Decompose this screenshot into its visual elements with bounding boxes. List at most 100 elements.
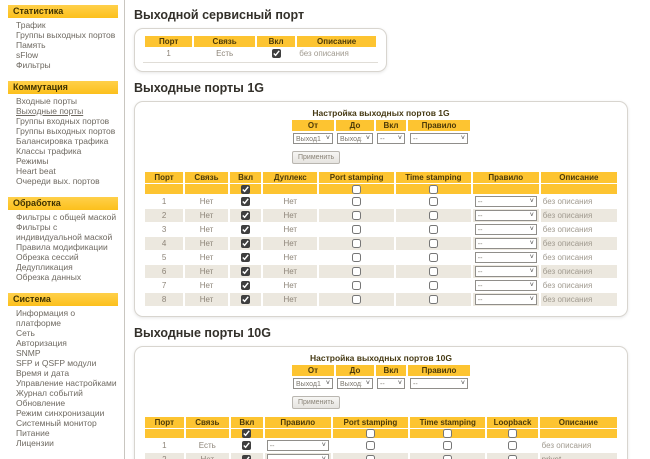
sidebar-item[interactable]: Обрезка данных (16, 272, 82, 282)
ports-1g-title: Выходные порты 1G (134, 81, 264, 96)
sidebar-item[interactable]: Дедупликация (16, 262, 73, 272)
rule-select[interactable]: -- (475, 253, 536, 263)
rule-select[interactable]: -- (475, 281, 536, 291)
port-stamping-checkbox[interactable] (365, 441, 375, 451)
rule-select[interactable]: -- (475, 197, 536, 207)
loopback-checkbox[interactable] (508, 455, 517, 459)
sidebar-item[interactable]: Авторизация (16, 338, 67, 348)
sidebar-item[interactable]: Heart beat (16, 166, 56, 176)
time-stamping-checkbox[interactable] (428, 224, 438, 234)
enable-checkbox[interactable] (242, 455, 252, 459)
rule-select[interactable]: -- (475, 239, 536, 249)
sidebar-item[interactable]: Фильтры с общей маской (16, 212, 117, 222)
enable-all-checkbox[interactable] (241, 184, 251, 194)
time-stamping-checkbox[interactable] (443, 441, 453, 451)
sidebar-item[interactable]: Трафик (16, 20, 46, 30)
sidebar-item[interactable]: Обновление (16, 398, 66, 408)
rule-select[interactable]: -- (475, 295, 536, 305)
sidebar-item[interactable]: Управление настройками (16, 378, 117, 388)
sidebar-item[interactable]: Входные порты (16, 96, 77, 106)
apply-button[interactable]: Применить (292, 151, 341, 165)
cell-port: 1 (162, 441, 167, 451)
time-stamping-all-checkbox[interactable] (428, 184, 438, 194)
sidebar-item[interactable]: sFlow (16, 50, 39, 60)
from-select[interactable]: Выход1 (294, 379, 332, 389)
enable-select[interactable]: -- (378, 135, 404, 145)
cell-link-status: Нет (199, 280, 214, 290)
sidebar-item[interactable]: Сеть (16, 328, 35, 338)
apply-button[interactable]: Применить (292, 395, 341, 409)
port-stamping-checkbox[interactable] (352, 224, 362, 234)
rule-select[interactable]: -- (475, 225, 536, 235)
port-stamping-checkbox[interactable] (352, 266, 362, 276)
rule-select[interactable]: -- (267, 442, 328, 452)
sidebar-item[interactable]: SFP и QSFP модули (16, 358, 97, 368)
sidebar-item[interactable]: Режимы (16, 156, 49, 166)
enable-checkbox[interactable] (241, 196, 251, 206)
sidebar-item[interactable]: Память (16, 40, 46, 50)
time-stamping-checkbox[interactable] (428, 280, 438, 290)
enable-checkbox[interactable] (242, 441, 252, 451)
sidebar-item[interactable]: Группы входных портов (16, 116, 110, 126)
sidebar-item[interactable]: Балансировка трафика (16, 136, 109, 146)
cell-link-status: Нет (199, 224, 214, 234)
rule-select[interactable]: -- (411, 379, 467, 389)
header-row: Порт Связь Вкл Описание (145, 36, 376, 47)
enable-checkbox[interactable] (241, 280, 251, 290)
sidebar-item[interactable]: Системный монитор (16, 418, 97, 428)
port-stamping-checkbox[interactable] (365, 455, 375, 459)
enable-checkbox[interactable] (241, 224, 251, 234)
time-stamping-checkbox[interactable] (428, 252, 438, 262)
port-stamping-all-checkbox[interactable] (365, 429, 375, 439)
enable-checkbox[interactable] (241, 266, 251, 276)
sidebar-item[interactable]: Лицензии (16, 438, 54, 448)
time-stamping-all-checkbox[interactable] (443, 429, 453, 439)
sidebar-item[interactable]: Обрезка сессий (16, 252, 79, 262)
time-stamping-checkbox[interactable] (428, 266, 438, 276)
port-stamping-all-checkbox[interactable] (352, 184, 362, 194)
time-stamping-checkbox[interactable] (428, 210, 438, 220)
sidebar-item[interactable]: Питание (16, 428, 50, 438)
sidebar-item[interactable]: Фильтры (16, 60, 51, 70)
sidebar-item[interactable]: SNMP (16, 348, 41, 358)
loopback-all-checkbox[interactable] (508, 429, 517, 439)
column-header: Правило (408, 120, 470, 132)
rule-select[interactable]: -- (475, 211, 536, 221)
sidebar-item[interactable]: Информация о платформе (16, 308, 76, 328)
port-stamping-checkbox[interactable] (352, 238, 362, 248)
time-stamping-checkbox[interactable] (428, 294, 438, 304)
loopback-checkbox[interactable] (508, 441, 517, 451)
sidebar-item[interactable]: Журнал событий (16, 388, 83, 398)
sidebar-item[interactable]: Группы выходных портов (16, 126, 116, 136)
enable-select[interactable]: -- (378, 379, 404, 389)
time-stamping-checkbox[interactable] (443, 455, 453, 459)
rule-select[interactable]: -- (267, 456, 328, 459)
port-stamping-checkbox[interactable] (352, 210, 362, 220)
to-select[interactable]: Выход1 (338, 135, 372, 145)
sidebar-item[interactable]: Время и дата (16, 368, 70, 378)
enable-checkbox[interactable] (241, 210, 251, 220)
enable-checkbox[interactable] (241, 294, 251, 304)
enable-checkbox[interactable] (271, 49, 281, 59)
enable-all-checkbox[interactable] (242, 429, 252, 439)
port-stamping-checkbox[interactable] (352, 196, 362, 206)
sidebar-item[interactable]: Классы трафика (16, 146, 82, 156)
rule-select[interactable]: -- (411, 135, 467, 145)
rule-select[interactable]: -- (475, 267, 536, 277)
port-stamping-checkbox[interactable] (352, 294, 362, 304)
enable-checkbox[interactable] (241, 238, 251, 248)
sidebar-item[interactable]: Группы выходных портов (16, 30, 116, 40)
sidebar-item[interactable]: Режим синхронизации (16, 408, 105, 418)
sidebar-item[interactable]: Правила модификации (16, 242, 108, 252)
cell-enable (230, 279, 261, 292)
sidebar-item[interactable]: Очереди вых. портов (16, 176, 100, 186)
enable-checkbox[interactable] (241, 252, 251, 262)
sidebar-item[interactable]: Выходные порты (16, 106, 84, 116)
port-stamping-checkbox[interactable] (352, 280, 362, 290)
time-stamping-checkbox[interactable] (428, 238, 438, 248)
to-select[interactable]: Выход1 (338, 379, 372, 389)
port-stamping-checkbox[interactable] (352, 252, 362, 262)
from-select[interactable]: Выход1 (294, 135, 332, 145)
sidebar-item[interactable]: Фильтры с индивидуальной маской (16, 222, 113, 242)
time-stamping-checkbox[interactable] (428, 196, 438, 206)
